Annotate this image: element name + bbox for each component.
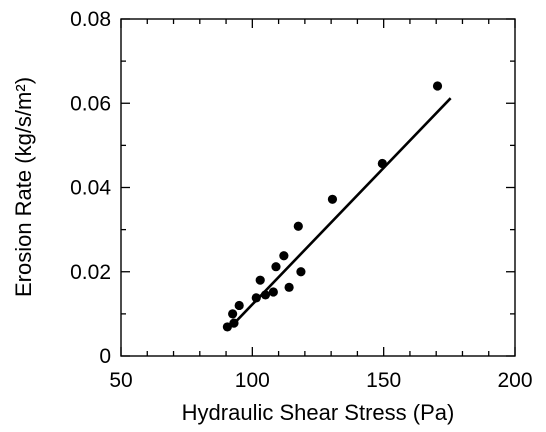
data-point [228,309,238,319]
data-point [229,318,239,328]
data-point [234,300,244,311]
x-tick-label: 150 [366,369,401,392]
y-tick-label: 0 [99,345,111,368]
data-point [377,158,387,169]
data-point [279,251,289,261]
y-tick-label: 0.02 [70,261,111,284]
tick-labels: 50 100 150 200 0 0.02 0.04 0.06 0.08 [70,8,532,392]
data-point [260,290,271,300]
data-point [284,282,294,292]
data-point [271,262,281,272]
data-point [327,194,338,204]
y-tick-label: 0.06 [70,92,111,115]
x-axis-label: Hydraulic Shear Stress (Pa) [182,400,455,425]
plot-frame [120,18,516,357]
data-point [432,81,443,91]
axis-ticks [120,18,516,357]
y-axis-label: Erosion Rate (kg/s/m²) [11,77,36,297]
data-point [296,267,306,277]
x-tick-label: 50 [109,369,132,392]
data-layer [222,81,452,332]
regression-line [233,97,452,325]
x-tick-label: 100 [235,369,270,392]
data-point [251,293,261,303]
data-point [293,221,303,231]
data-point [268,287,278,297]
data-point [255,275,265,285]
y-tick-label: 0.08 [70,8,111,31]
y-tick-label: 0.04 [70,177,111,200]
x-tick-label: 200 [497,369,532,392]
